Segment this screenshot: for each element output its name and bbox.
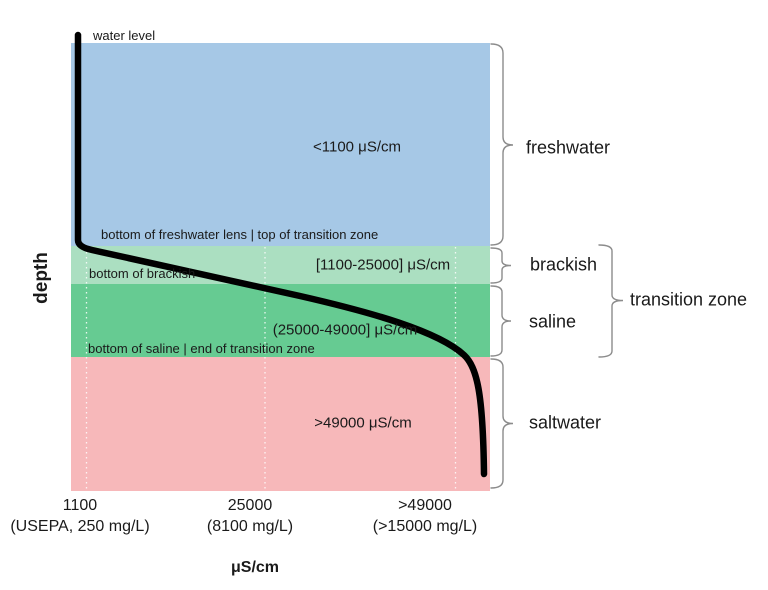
freshwater-brace: [490, 43, 514, 246]
x-tick-49000-note: (>15000 mg/L): [372, 518, 478, 535]
saltwater-zone-label: saltwater: [529, 412, 602, 433]
saline-brace: [490, 285, 512, 357]
depth-axis-label: depth: [31, 252, 52, 304]
saline-bottom-boundary-label: bottom of saline | end of transition zon…: [88, 341, 315, 356]
freshwater-band: [71, 43, 490, 246]
brackish-bottom-boundary-label: bottom of brackish: [89, 266, 196, 281]
x-axis-title: μS/cm: [230, 559, 280, 576]
x-tick-1100: 1100 (USEPA, 250 mg/L): [10, 495, 149, 537]
x-tick-49000: >49000 (>15000 mg/L): [373, 495, 478, 537]
freshwater-value-label: <1100 μS/cm: [313, 138, 401, 156]
x-tick-25000: 25000 (8100 mg/L): [207, 495, 293, 537]
brackish-zone-label: brackish: [530, 254, 598, 275]
x-tick-25000-note: (8100 mg/L): [206, 518, 294, 535]
x-tick-49000-value: >49000: [398, 497, 452, 514]
x-tick-1100-note: (USEPA, 250 mg/L): [10, 518, 150, 535]
transition-zone-brace: [598, 244, 624, 358]
x-tick-1100-value: 1100: [62, 497, 98, 514]
saline-zone-label: saline: [529, 311, 577, 332]
saltwater-value-label: >49000 μS/cm: [314, 414, 412, 432]
brackish-value-label: [1100-25000] μS/cm: [315, 256, 451, 274]
brackish-brace: [490, 247, 512, 284]
x-tick-25000-value: 25000: [227, 497, 273, 514]
water-level-label: water level: [93, 28, 156, 43]
saline-value-label: (25000-49000] μS/cm: [272, 321, 418, 339]
freshwater-zone-label: freshwater: [526, 137, 611, 158]
saltwater-band: [71, 357, 490, 491]
freshwater-bottom-boundary-label: bottom of freshwater lens | top of trans…: [101, 227, 379, 242]
transition-zone-label: transition zone: [630, 289, 748, 310]
saltwater-brace: [490, 358, 514, 489]
